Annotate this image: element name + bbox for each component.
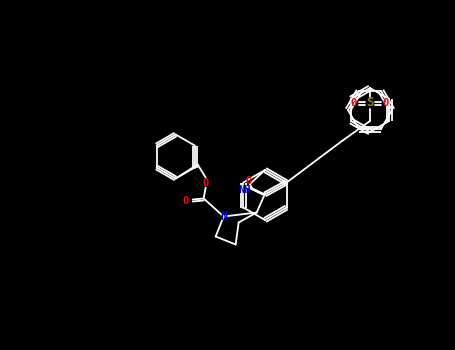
- Text: O: O: [182, 196, 189, 205]
- Text: N: N: [220, 210, 227, 223]
- Text: O: O: [351, 98, 357, 108]
- Text: S: S: [366, 97, 374, 110]
- Text: O: O: [383, 98, 389, 108]
- Text: O: O: [202, 177, 209, 188]
- Text: O: O: [246, 175, 252, 186]
- Text: NH: NH: [239, 185, 251, 195]
